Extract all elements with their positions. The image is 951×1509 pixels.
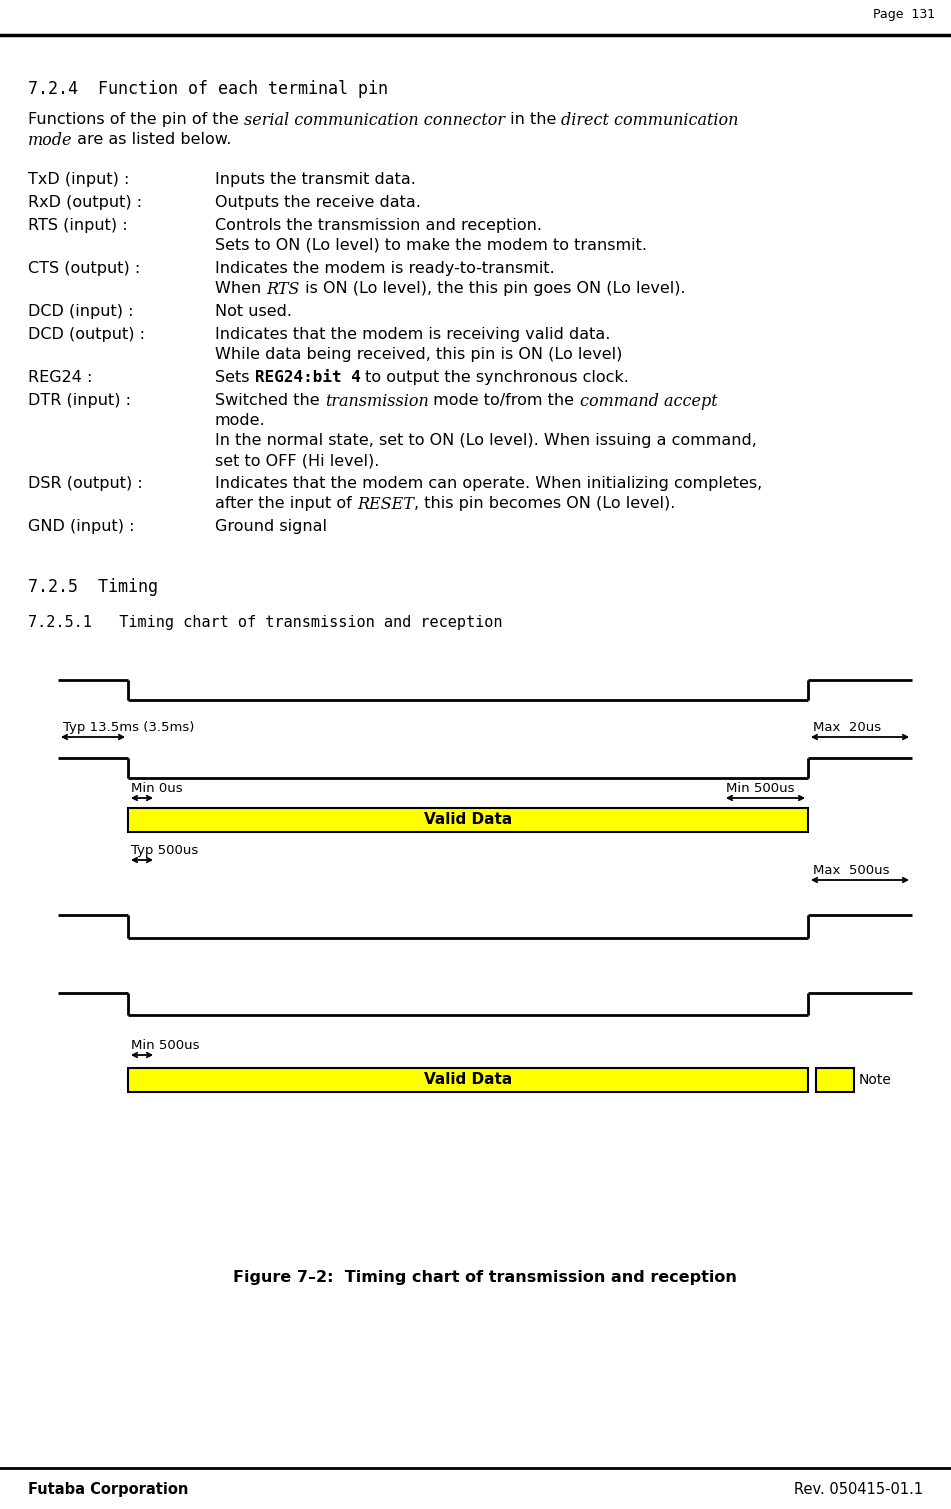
Text: DTR (input) :: DTR (input) :: [28, 392, 131, 407]
Text: Figure 7–2:  Timing chart of transmission and reception: Figure 7–2: Timing chart of transmission…: [233, 1271, 737, 1286]
Text: RxD (output) :: RxD (output) :: [28, 195, 142, 210]
Text: RTS (input) :: RTS (input) :: [28, 217, 127, 232]
Text: Not used.: Not used.: [215, 303, 292, 318]
Text: Futaba Corporation: Futaba Corporation: [28, 1482, 188, 1497]
Bar: [128, 807, 808, 831]
Text: Max  500us: Max 500us: [813, 865, 889, 877]
Text: after the input of: after the input of: [215, 496, 357, 512]
Text: , this pin becomes ON (Lo level).: , this pin becomes ON (Lo level).: [414, 496, 675, 512]
Text: are as listed below.: are as listed below.: [72, 131, 232, 146]
Text: REG24 :: REG24 :: [28, 370, 92, 385]
Text: Ground signal: Ground signal: [215, 519, 327, 534]
Text: is ON (Lo level), the this pin goes ON (Lo level).: is ON (Lo level), the this pin goes ON (…: [300, 281, 686, 296]
Text: Controls the transmission and reception.: Controls the transmission and reception.: [215, 217, 542, 232]
Text: Indicates that the modem is receiving valid data.: Indicates that the modem is receiving va…: [215, 327, 611, 343]
Text: DCD (input) :: DCD (input) :: [28, 303, 133, 318]
Text: TxD (input) :: TxD (input) :: [28, 172, 129, 187]
Text: Switched the: Switched the: [215, 392, 324, 407]
Text: set to OFF (Hi level).: set to OFF (Hi level).: [215, 453, 379, 468]
Text: Sets: Sets: [215, 370, 255, 385]
Text: Typ 500us: Typ 500us: [131, 844, 198, 857]
Text: transmission: transmission: [324, 392, 429, 410]
Text: in the: in the: [505, 112, 561, 127]
Text: serial communication connector: serial communication connector: [243, 112, 505, 128]
Text: 7.2.4  Function of each terminal pin: 7.2.4 Function of each terminal pin: [28, 80, 388, 98]
Text: mode.: mode.: [215, 413, 265, 429]
Text: DSR (output) :: DSR (output) :: [28, 475, 143, 490]
Text: Sets to ON (Lo level) to make the modem to transmit.: Sets to ON (Lo level) to make the modem …: [215, 238, 647, 254]
Text: command accept: command accept: [579, 392, 717, 410]
Text: Typ 13.5ms (3.5ms): Typ 13.5ms (3.5ms): [63, 721, 194, 733]
Text: In the normal state, set to ON (Lo level). When issuing a command,: In the normal state, set to ON (Lo level…: [215, 433, 757, 448]
Text: While data being received, this pin is ON (Lo level): While data being received, this pin is O…: [215, 347, 622, 362]
Text: mode to/from the: mode to/from the: [429, 392, 579, 407]
Text: Min 500us: Min 500us: [131, 1040, 200, 1052]
Text: When: When: [215, 281, 266, 296]
Text: RTS: RTS: [266, 281, 300, 297]
Text: Functions of the pin of the: Functions of the pin of the: [28, 112, 243, 127]
Text: Min 0us: Min 0us: [131, 782, 183, 795]
Text: Max  20us: Max 20us: [813, 721, 882, 733]
Text: DCD (output) :: DCD (output) :: [28, 327, 145, 343]
Bar: [128, 1068, 808, 1093]
Text: Rev. 050415-01.1: Rev. 050415-01.1: [794, 1482, 923, 1497]
Text: mode: mode: [28, 131, 72, 149]
Text: Outputs the receive data.: Outputs the receive data.: [215, 195, 421, 210]
Text: Note: Note: [859, 1073, 892, 1086]
Text: Page  131: Page 131: [873, 8, 935, 21]
Text: to output the synchronous clock.: to output the synchronous clock.: [360, 370, 630, 385]
Text: 7.2.5.1   Timing chart of transmission and reception: 7.2.5.1 Timing chart of transmission and…: [28, 616, 502, 629]
Text: direct communication: direct communication: [561, 112, 739, 128]
Text: Inputs the transmit data.: Inputs the transmit data.: [215, 172, 416, 187]
Text: Valid Data: Valid Data: [424, 812, 513, 827]
Text: REG24:bit 4: REG24:bit 4: [255, 370, 360, 385]
Text: Valid Data: Valid Data: [424, 1073, 513, 1088]
Text: Min 500us: Min 500us: [726, 782, 794, 795]
Text: Indicates the modem is ready-to-transmit.: Indicates the modem is ready-to-transmit…: [215, 261, 554, 276]
Text: Indicates that the modem can operate. When initializing completes,: Indicates that the modem can operate. Wh…: [215, 475, 763, 490]
Bar: [816, 1068, 854, 1093]
Text: CTS (output) :: CTS (output) :: [28, 261, 140, 276]
Text: RESET: RESET: [357, 496, 414, 513]
Text: GND (input) :: GND (input) :: [28, 519, 134, 534]
Text: 7.2.5  Timing: 7.2.5 Timing: [28, 578, 158, 596]
